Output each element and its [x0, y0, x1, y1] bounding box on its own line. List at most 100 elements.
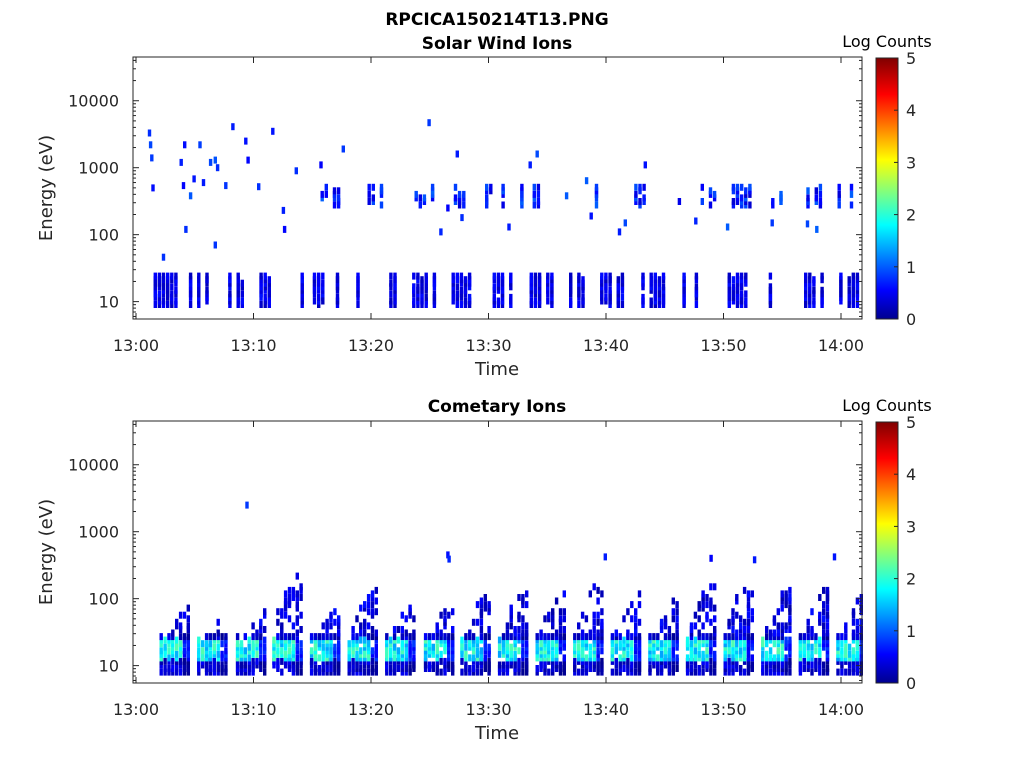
heatmap-cell — [637, 590, 642, 598]
heatmap-cell — [287, 640, 292, 648]
heatmap-cell — [337, 615, 341, 623]
heatmap-cell — [385, 640, 389, 648]
heatmap-cell — [439, 640, 443, 648]
heatmap-cell — [400, 647, 404, 655]
heatmap-cell — [287, 647, 292, 655]
heatmap-cell — [808, 276, 812, 284]
heatmap-cell — [453, 194, 458, 202]
heatmap-cell — [634, 661, 638, 669]
heatmap-cell — [408, 640, 412, 648]
heatmap-cell — [335, 283, 340, 291]
heatmap-cell — [188, 283, 193, 291]
heatmap-cell — [768, 629, 773, 637]
heatmap-cell — [460, 640, 464, 648]
colorbar-gradient — [875, 421, 899, 684]
heatmap-cell — [573, 661, 577, 669]
heatmap-cell — [634, 615, 638, 623]
heatmap-cell — [317, 283, 321, 291]
heatmap-cell — [652, 640, 656, 648]
heatmap-cell — [451, 608, 455, 616]
heatmap-cell — [263, 654, 267, 662]
heatmap-cell — [825, 668, 830, 676]
heatmap-cell — [251, 647, 255, 655]
heatmap-cell — [569, 276, 573, 284]
heatmap-cell — [608, 290, 612, 298]
heatmap-cell — [761, 665, 765, 672]
heatmap-cell — [239, 654, 244, 662]
heatmap-cell — [500, 272, 505, 280]
heatmap-cell — [236, 297, 240, 305]
heatmap-cell — [634, 622, 638, 630]
heatmap-cell — [235, 661, 240, 669]
figure-title: RPCICA150214T13.PNG — [385, 10, 608, 30]
heatmap-cell — [321, 661, 325, 669]
heatmap-cell — [475, 636, 480, 644]
heatmap-cell — [291, 647, 296, 655]
heatmap-cell — [443, 615, 447, 623]
heatmap-cell — [412, 640, 416, 648]
heatmap-cell — [186, 668, 190, 676]
heatmap-cell — [554, 640, 559, 648]
heatmap-cell — [247, 636, 251, 644]
heatmap-cell — [451, 654, 455, 662]
heatmap-cell — [855, 290, 860, 298]
heatmap-cell — [705, 654, 709, 662]
heatmap-cell — [447, 640, 451, 648]
heatmap-cell — [175, 661, 179, 669]
heatmap-cell — [558, 608, 563, 616]
heatmap-cell — [529, 272, 533, 280]
heatmap-cell — [700, 198, 704, 205]
heatmap-cell — [392, 640, 397, 648]
heatmap-cell — [659, 626, 664, 633]
heatmap-cell — [814, 657, 818, 665]
heatmap-cell — [374, 597, 378, 605]
heatmap-cell — [701, 590, 705, 598]
heatmap-cell — [663, 622, 668, 630]
heatmap-cell — [197, 297, 201, 305]
heatmap-cell — [626, 640, 630, 648]
heatmap-cell — [618, 654, 622, 662]
heatmap-cell — [385, 633, 389, 641]
heatmap-cell — [532, 183, 536, 191]
heatmap-cell — [701, 640, 705, 648]
heatmap-cell — [750, 661, 754, 669]
heatmap-cell — [475, 668, 480, 676]
heatmap-cell — [416, 283, 420, 291]
heatmap-cell — [701, 654, 705, 662]
heatmap-cell — [604, 276, 608, 284]
heatmap-cell — [174, 290, 178, 298]
heatmap-cell — [325, 668, 329, 676]
heatmap-cell — [325, 622, 329, 630]
heatmap-cell — [259, 640, 263, 648]
heatmap-cell — [577, 647, 581, 655]
colorbar-tick-label: 0 — [906, 674, 916, 693]
heatmap-cell — [739, 272, 744, 280]
heatmap-cell — [505, 640, 510, 648]
heatmap-cell — [663, 647, 668, 655]
heatmap-cell — [562, 661, 566, 669]
heatmap-cell — [186, 640, 190, 648]
heatmap-cell — [153, 301, 157, 308]
heatmap-cell — [768, 661, 773, 669]
heatmap-cell — [171, 640, 175, 648]
heatmap-cell — [432, 283, 437, 291]
heatmap-cell — [163, 647, 167, 655]
heatmap-cell — [788, 586, 792, 594]
heatmap-cell — [370, 594, 375, 601]
heatmap-cell — [580, 647, 585, 655]
heatmap-cell — [825, 640, 830, 648]
heatmap-cell — [371, 194, 375, 202]
heatmap-cell — [276, 647, 280, 655]
heatmap-cell — [818, 183, 823, 191]
heatmap-cell — [517, 594, 521, 601]
heatmap-cell — [746, 633, 751, 641]
heatmap-cell — [569, 297, 573, 305]
heatmap-cell — [804, 290, 808, 298]
heatmap-cell — [163, 657, 167, 665]
x-tick-label: 13:30 — [465, 336, 511, 355]
heatmap-cell — [667, 647, 672, 655]
heatmap-cell — [443, 608, 447, 616]
heatmap-cell — [329, 647, 333, 655]
heatmap-cell — [689, 665, 694, 672]
heatmap-cell — [742, 668, 747, 676]
